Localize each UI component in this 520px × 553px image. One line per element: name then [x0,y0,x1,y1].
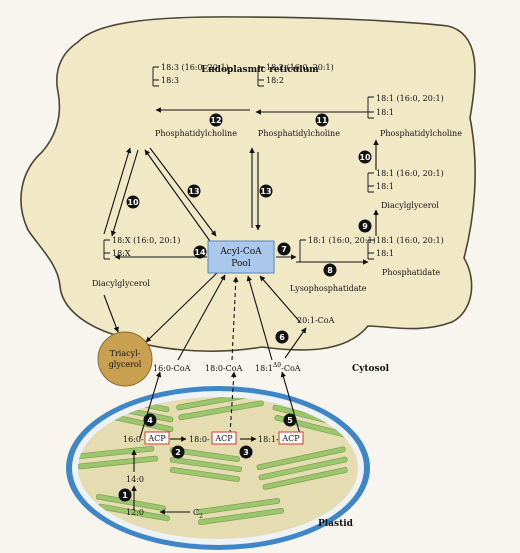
dag-181-name: Diacylglycerol [381,201,439,210]
plastid-label: Plastid [318,519,354,529]
step-2-label: 2 [175,448,181,457]
pool-label-line2: Pool [231,259,251,269]
c181-coa-main: 18:1 [255,364,273,373]
tag-line1: Triacyl- [110,349,141,358]
pc-181-name: Phosphatidylcholine [380,129,462,138]
pa-chain: 18:1 [376,249,394,258]
pc-183-species: 18:3 (16:0, 20:1) [161,63,229,72]
species-brackets [103,66,374,263]
step-badge-13-right: 13 [259,184,273,198]
plastid-c120: 12:0 [126,508,144,517]
plastid-c2: C2 [193,508,203,520]
tag-line2: glycerol [109,360,142,369]
dag-181-chain: 18:1 [376,182,394,191]
c181-coa-suffix: -CoA [281,364,301,373]
er-membrane [20,16,476,352]
acp-label-2: ACP [214,434,233,443]
step-badge-13-left: 13 [187,184,201,198]
c160-coa: 16:0-CoA [153,364,191,373]
step-badge-14: 14 [193,245,207,259]
step-badge-10-right: 10 [358,150,372,164]
step-7-label: 7 [281,245,287,254]
dag-18x-chain: 18:X [112,249,131,258]
lpa-name: Lysophosphatidate [290,284,367,293]
plastid-c2-main: C [193,508,199,517]
arrows [103,107,379,515]
step-badges: 1 2 3 4 5 6 7 8 9 10 10 11 12 13 13 14 [118,113,372,502]
step-badge-2: 2 [171,445,185,459]
c181-coa: 18:1Δ9-CoA [255,362,301,373]
step-badge-9: 9 [358,219,372,233]
triacylglycerol-droplet [97,331,153,387]
lpa-species: 18:1 (16:0, 20:1) [308,236,376,245]
plastid-c2-sub: 2 [199,513,203,520]
pc-181-species: 18:1 (16:0, 20:1) [376,94,444,103]
c180-coa: 18:0-CoA [205,364,243,373]
step-badge-10-left: 10 [126,195,140,209]
pc-182-name: Phosphatidylcholine [258,129,340,138]
step-5-label: 5 [287,416,293,425]
step-6-label: 6 [279,333,285,342]
c181-coa-sup: Δ9 [273,362,281,369]
pc-183-name: Phosphatidylcholine [155,129,237,138]
step-9-label: 9 [362,222,368,231]
pc-182-chain: 18:2 [266,76,284,85]
step-8-label: 8 [327,266,333,275]
pc-182-species: 18:2 (16:0, 20:1) [266,63,334,72]
c201-coa: 20:1-CoA [297,316,335,325]
step-14-label: 14 [194,248,206,257]
step-13-left-label: 13 [188,187,199,196]
step-badge-4: 4 [143,413,157,427]
pa-name: Phosphatidate [382,268,440,277]
step-badge-3: 3 [239,445,253,459]
step-12-label: 12 [210,116,221,125]
pc-183-chain: 18:3 [161,76,179,85]
step-10-right-label: 10 [359,153,371,162]
plastid-c181: 18:1- [258,435,279,444]
dag-181-species: 18:1 (16:0, 20:1) [376,169,444,178]
step-11-label: 11 [316,116,328,125]
step-4-label: 4 [147,416,153,425]
step-13-right-label: 13 [260,187,271,196]
er-label: Endoplasmic reticulum [201,65,319,75]
acp-label-1: ACP [147,434,166,443]
acp-label-3: ACP [281,434,300,443]
plastid-c180: 18:0- [189,435,210,444]
pa-species: 18:1 (16:0, 20:1) [376,236,444,245]
step-badge-1: 1 [118,488,132,502]
step-badge-11: 11 [315,113,329,127]
acp-box-1 [144,431,170,445]
cytosol-label: Cytosol [352,364,390,374]
plastid-c140: 14:0 [126,475,144,484]
acyl-coa-pool-box [207,240,275,274]
plastid-c160: 16:0- [123,435,144,444]
pool-label-line1: Acyl-CoA [219,247,262,257]
step-1-label: 1 [122,491,128,500]
step-10-left-label: 10 [127,198,139,207]
step-badge-5: 5 [283,413,297,427]
acp-box-2 [211,431,237,445]
dag-18x-species: 18:X (16:0, 20:1) [112,236,180,245]
dag-18x-name: Diacylglycerol [92,279,150,288]
step-badge-8: 8 [323,263,337,277]
pc-181-chain: 18:1 [376,108,394,117]
step-badge-7: 7 [277,242,291,256]
step-badge-6: 6 [275,330,289,344]
acp-box-3 [278,431,304,445]
step-badge-12: 12 [209,113,223,127]
step-3-label: 3 [243,448,249,457]
